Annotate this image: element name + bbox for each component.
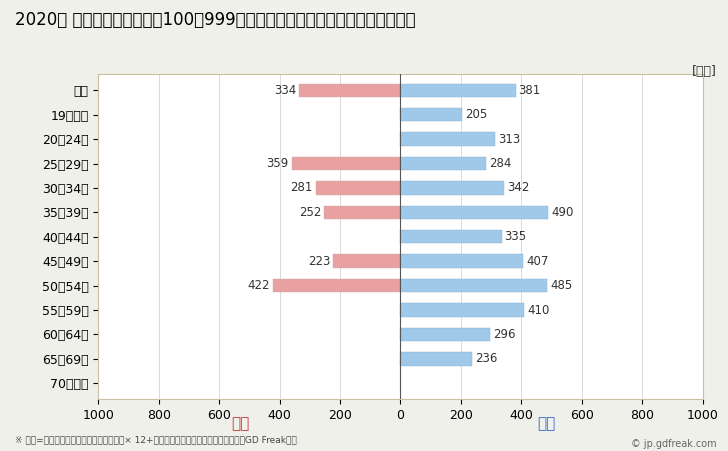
- Bar: [400, 279, 547, 292]
- Text: 490: 490: [552, 206, 574, 219]
- Bar: [400, 108, 462, 121]
- Bar: [400, 254, 523, 268]
- Bar: [273, 279, 400, 292]
- Text: 296: 296: [493, 328, 515, 341]
- Bar: [400, 206, 548, 219]
- Bar: [400, 157, 486, 170]
- Text: 334: 334: [274, 84, 296, 97]
- Text: 女性: 女性: [231, 416, 250, 432]
- Bar: [400, 133, 495, 146]
- Text: 422: 422: [248, 279, 270, 292]
- Text: 342: 342: [507, 181, 529, 194]
- Bar: [400, 83, 515, 97]
- Bar: [299, 83, 400, 97]
- Text: 381: 381: [518, 84, 541, 97]
- Text: 313: 313: [498, 133, 521, 146]
- Text: 205: 205: [465, 108, 488, 121]
- Text: 359: 359: [266, 157, 289, 170]
- Text: 236: 236: [475, 352, 497, 365]
- Text: 485: 485: [550, 279, 572, 292]
- Bar: [333, 254, 400, 268]
- Text: 407: 407: [526, 255, 549, 268]
- Bar: [292, 157, 400, 170]
- Bar: [400, 352, 472, 366]
- Text: 252: 252: [299, 206, 321, 219]
- Text: 2020年 民間企業（従業者数100～999人）フルタイム労働者の男女別平均年収: 2020年 民間企業（従業者数100～999人）フルタイム労働者の男女別平均年収: [15, 11, 415, 29]
- Text: 223: 223: [308, 255, 330, 268]
- Text: 284: 284: [489, 157, 512, 170]
- Text: 335: 335: [505, 230, 527, 243]
- Text: 410: 410: [527, 304, 550, 317]
- Bar: [315, 181, 400, 195]
- Bar: [400, 230, 502, 244]
- Text: 281: 281: [290, 181, 312, 194]
- Text: 男性: 男性: [537, 416, 555, 432]
- Text: © jp.gdfreak.com: © jp.gdfreak.com: [631, 439, 717, 449]
- Bar: [400, 181, 504, 195]
- Text: [万円]: [万円]: [692, 65, 717, 78]
- Text: ※ 年収=「きまって支給する現金給与額」× 12+「年間賞与その他特別給与額」としてGD Freak推計: ※ 年収=「きまって支給する現金給与額」× 12+「年間賞与その他特別給与額」と…: [15, 435, 296, 444]
- Bar: [400, 328, 490, 341]
- Bar: [324, 206, 400, 219]
- Bar: [400, 304, 524, 317]
